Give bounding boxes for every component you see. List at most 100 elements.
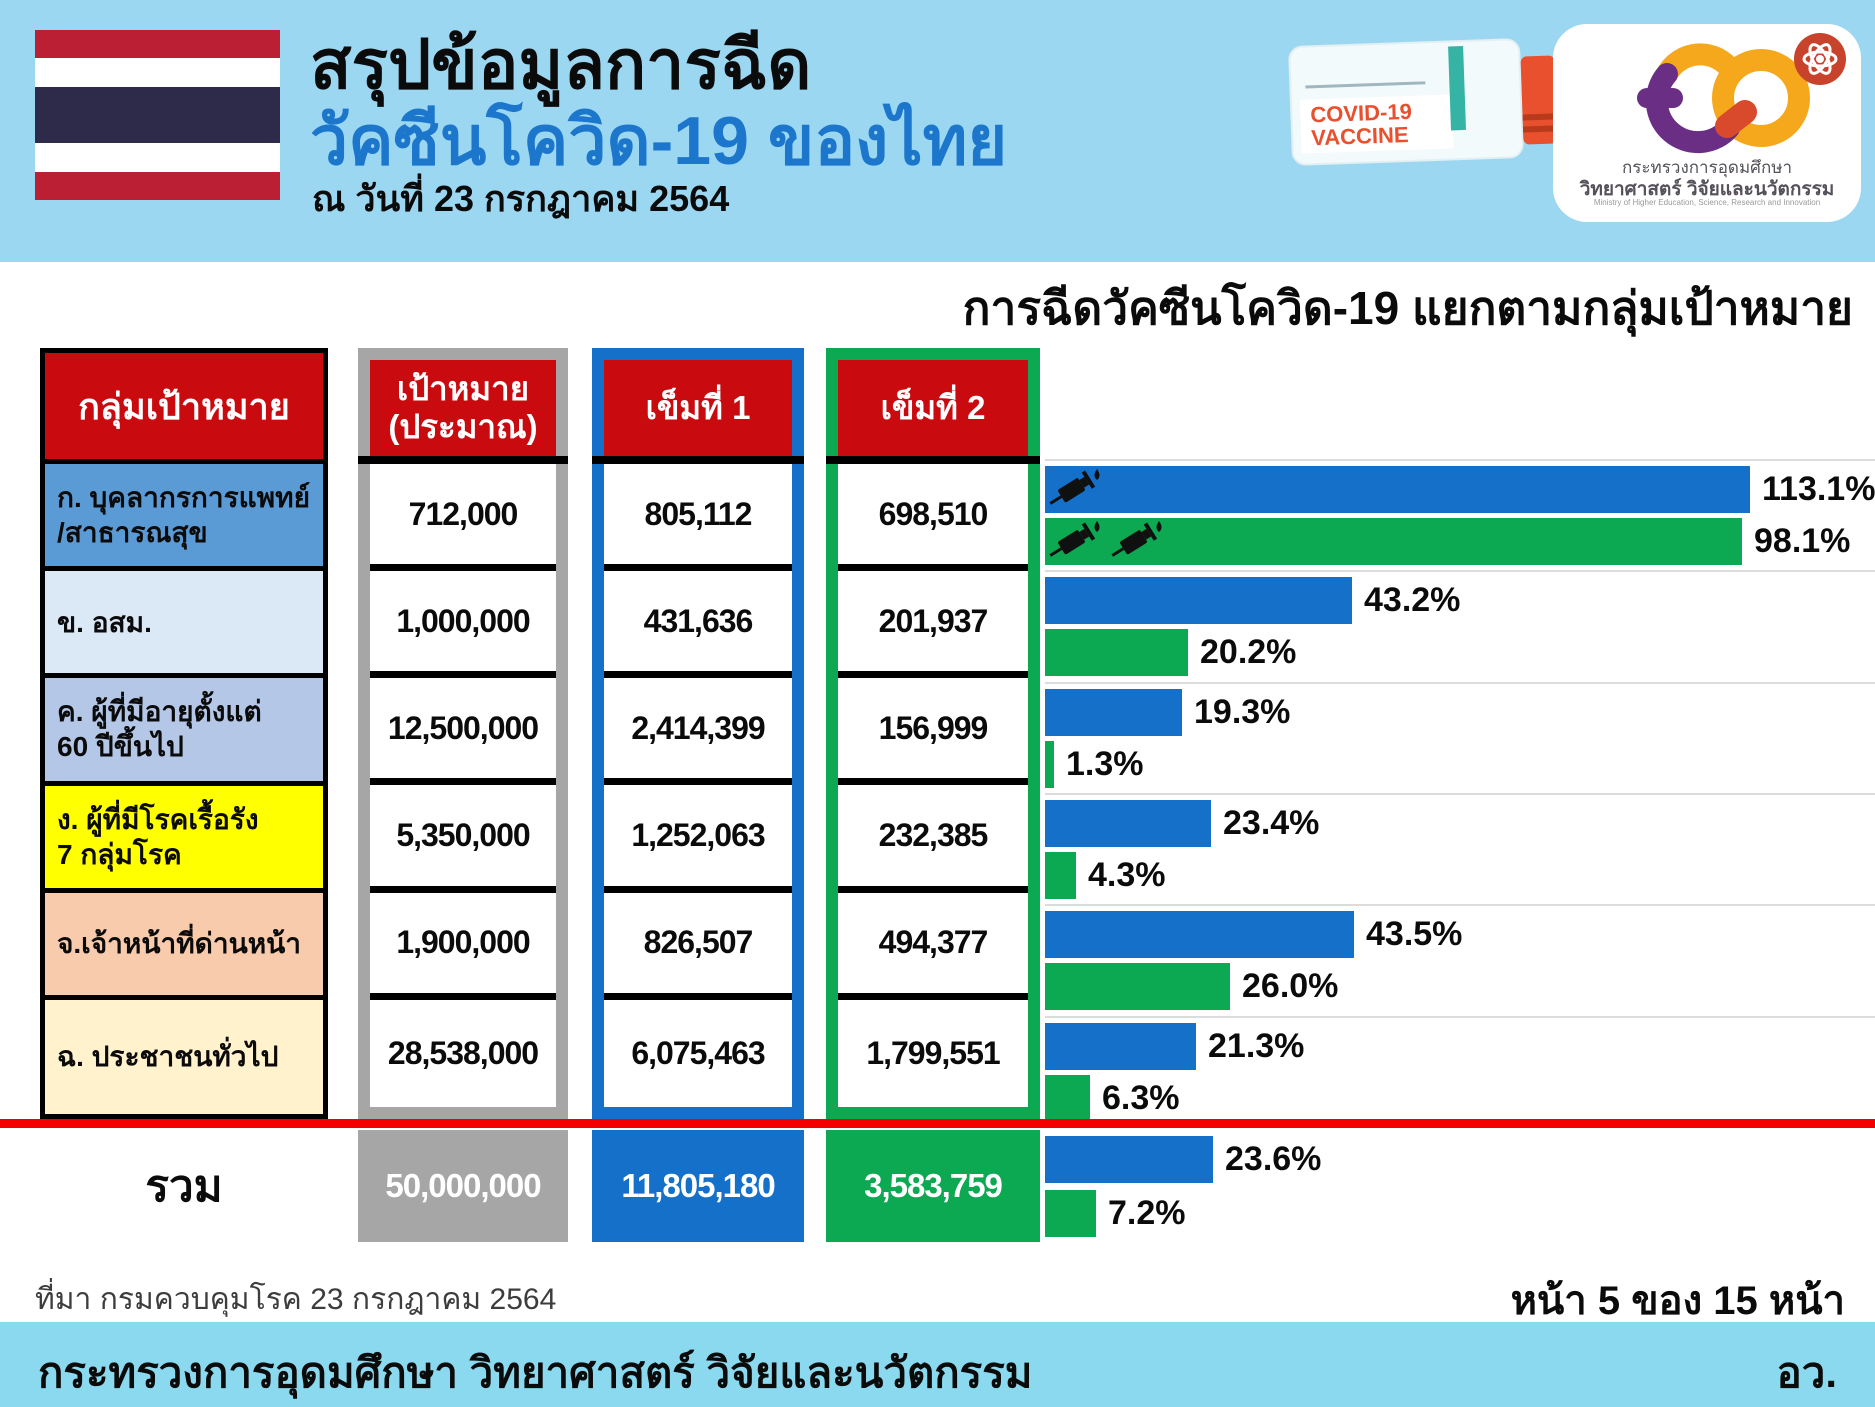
dose2-bar-label: 1.3% bbox=[1066, 744, 1144, 783]
target-cell: 28,538,000 bbox=[387, 1034, 539, 1071]
syringe-icons bbox=[1045, 465, 1107, 511]
dose2-bar bbox=[1045, 740, 1054, 788]
syringe-icons bbox=[1045, 517, 1169, 563]
dose1-bar-label: 23.4% bbox=[1223, 803, 1320, 842]
dose1-bar-label: 113.1% bbox=[1762, 470, 1875, 508]
header-divider bbox=[358, 456, 568, 464]
dose2-cell: 1,799,551 bbox=[866, 1034, 1000, 1071]
dose1-bar bbox=[1045, 577, 1352, 625]
flag-stripe bbox=[35, 171, 280, 200]
dose2-bar-label: 4.3% bbox=[1088, 855, 1166, 894]
column-target: เป้าหมาย (ประมาณ) 712,000 1,000,000 12,500… bbox=[358, 348, 568, 1119]
column-header-dose1: เข็มที่ 1 bbox=[604, 360, 792, 456]
dose2-bar bbox=[1045, 629, 1188, 677]
dose2-bar-label: 20.2% bbox=[1200, 633, 1297, 672]
total-dose1-bar bbox=[1045, 1136, 1213, 1183]
dose2-cell: 698,510 bbox=[838, 464, 1028, 572]
dose2-cell: 494,377 bbox=[838, 893, 1028, 1000]
vial-cap bbox=[1520, 55, 1558, 145]
target-cell: 1,000,000 bbox=[370, 571, 556, 679]
group-label-cell: ข. อสม. bbox=[45, 571, 323, 679]
chart-row-separator bbox=[1045, 681, 1875, 684]
as-of-date: ณ วันที่ 23 กรกฎาคม 2564 bbox=[312, 178, 730, 219]
dose1-bar-label: 43.5% bbox=[1366, 915, 1463, 954]
total-row-label: รวม bbox=[145, 1162, 223, 1211]
dose1-bar bbox=[1045, 1022, 1196, 1070]
total-dose2-value: 3,583,759 bbox=[826, 1130, 1040, 1242]
dose1-bar bbox=[1045, 799, 1211, 847]
column-header-dose2: เข็มที่ 2 bbox=[838, 360, 1028, 456]
dose1-cell: 826,507 bbox=[604, 893, 792, 1000]
vial-fill-line bbox=[1305, 81, 1426, 89]
page-indicator: หน้า 5 ของ 15 หน้า bbox=[1510, 1279, 1845, 1323]
total-dose1-bar-label: 23.6% bbox=[1225, 1140, 1322, 1178]
target-cell: 712,000 bbox=[370, 464, 556, 572]
logo-text-line1: กระทรวงการอุดมศึกษา bbox=[1622, 158, 1792, 177]
dose1-cell: 1,252,063 bbox=[604, 785, 792, 893]
dose2-bar bbox=[1045, 963, 1230, 1011]
source-note: ที่มา กรมควบคุมโรค 23 กรกฎาคม 2564 bbox=[35, 1283, 557, 1316]
dose1-bar bbox=[1045, 466, 1750, 513]
logo-text-line2: วิทยาศาสตร์ วิจัยและนวัตกรรม bbox=[1579, 179, 1835, 200]
target-cell: 12,500,000 bbox=[370, 678, 556, 786]
group-label-cell: ง. ผู้ที่มีโรคเรื้อรัง 7 กลุ่มโรค bbox=[45, 785, 323, 893]
dose2-bar-label: 6.3% bbox=[1102, 1078, 1180, 1117]
vial-teal-stripe bbox=[1448, 45, 1467, 131]
column-dose2: เข็มที่ 2 698,510 201,937 156,999 232,385 49… bbox=[826, 348, 1040, 1119]
total-separator-line bbox=[0, 1119, 1875, 1128]
target-cell: 1,900,000 bbox=[370, 893, 556, 1000]
footer-band bbox=[0, 1322, 1875, 1407]
vial-cap-stripe bbox=[1522, 113, 1557, 121]
target-cell: 5,350,000 bbox=[370, 785, 556, 893]
thailand-flag-icon bbox=[35, 30, 280, 200]
dose1-bar bbox=[1045, 911, 1354, 959]
chart-row-separator bbox=[1045, 1015, 1875, 1018]
total-target-value: 50,000,000 bbox=[358, 1130, 568, 1242]
group-label-cell: ฉ. ประชาชนทั่วไป bbox=[45, 999, 323, 1114]
dose1-bar-label: 43.2% bbox=[1364, 581, 1461, 620]
dose2-bar bbox=[1045, 851, 1076, 899]
mhesi-logo: กระทรวงการอุดมศึกษา วิทยาศาสตร์ วิจัยและ… bbox=[1553, 24, 1861, 222]
syringe-icon bbox=[1111, 521, 1162, 557]
dose2-cell: 156,999 bbox=[838, 678, 1028, 786]
group-label-cell: จ.เจ้าหน้าที่ด่านหน้า bbox=[45, 892, 323, 1000]
column-target-groups: กลุ่มเป้าหมาย ก. บุคลากรการแพทย์ /สาธารณ… bbox=[40, 348, 328, 1119]
header-divider bbox=[826, 456, 1040, 464]
vial-body: COVID-19 VACCINE bbox=[1287, 37, 1525, 167]
dose1-bar-label: 21.3% bbox=[1208, 1026, 1305, 1065]
syringe-icon bbox=[1049, 469, 1100, 505]
header-divider bbox=[592, 456, 804, 464]
dose2-bar-label: 26.0% bbox=[1242, 967, 1339, 1006]
logo-text-line3: Ministry of Higher Education, Science, R… bbox=[1593, 198, 1821, 207]
dose1-cell: 805,112 bbox=[604, 464, 792, 572]
vial-label: COVID-19 VACCINE bbox=[1299, 94, 1454, 154]
chart-row-separator bbox=[1045, 792, 1875, 795]
page-title-line1: สรุปข้อมูลการฉีด bbox=[310, 27, 812, 103]
vial-cap-stripe bbox=[1522, 125, 1558, 133]
footer-ministry-name: กระทรวงการอุดมศึกษา วิทยาศาสตร์ วิจัยและ… bbox=[38, 1349, 1033, 1396]
chart-title: การฉีดวัคซีนโควิด-19 แยกตามกลุ่มเป้าหมาย bbox=[962, 282, 1853, 334]
total-dose2-bar-label: 7.2% bbox=[1108, 1194, 1186, 1232]
chart-row-separator bbox=[1045, 459, 1875, 461]
flag-stripe bbox=[35, 86, 280, 144]
column-dose1: เข็มที่ 1 805,112 431,636 2,414,399 1,252,0… bbox=[592, 348, 804, 1119]
dose1-bar-label: 19.3% bbox=[1194, 692, 1291, 731]
flag-stripe bbox=[35, 30, 280, 59]
dose1-cell: 2,414,399 bbox=[604, 678, 792, 786]
atom-icon bbox=[1794, 33, 1846, 85]
column-header-group: กลุ่มเป้าหมาย bbox=[45, 353, 323, 464]
flag-stripe bbox=[35, 143, 280, 172]
chart-row-separator bbox=[1045, 904, 1875, 907]
syringe-icon bbox=[1049, 521, 1100, 557]
group-label-cell: ก. บุคลากรการแพทย์ /สาธารณสุข bbox=[45, 464, 323, 572]
column-header-target: เป้าหมาย (ประมาณ) bbox=[370, 360, 556, 456]
dose2-bar bbox=[1045, 1074, 1090, 1122]
total-dose1-value: 11,805,180 bbox=[592, 1130, 804, 1242]
dose2-cell: 201,937 bbox=[838, 571, 1028, 679]
footer-ministry-abbr: อว. bbox=[1776, 1349, 1837, 1396]
total-dose2-bar bbox=[1045, 1190, 1096, 1237]
chart-row-separator bbox=[1045, 570, 1875, 573]
mhesi-logogram-icon bbox=[1637, 43, 1810, 154]
dose1-cell: 6,075,463 bbox=[631, 1034, 765, 1071]
